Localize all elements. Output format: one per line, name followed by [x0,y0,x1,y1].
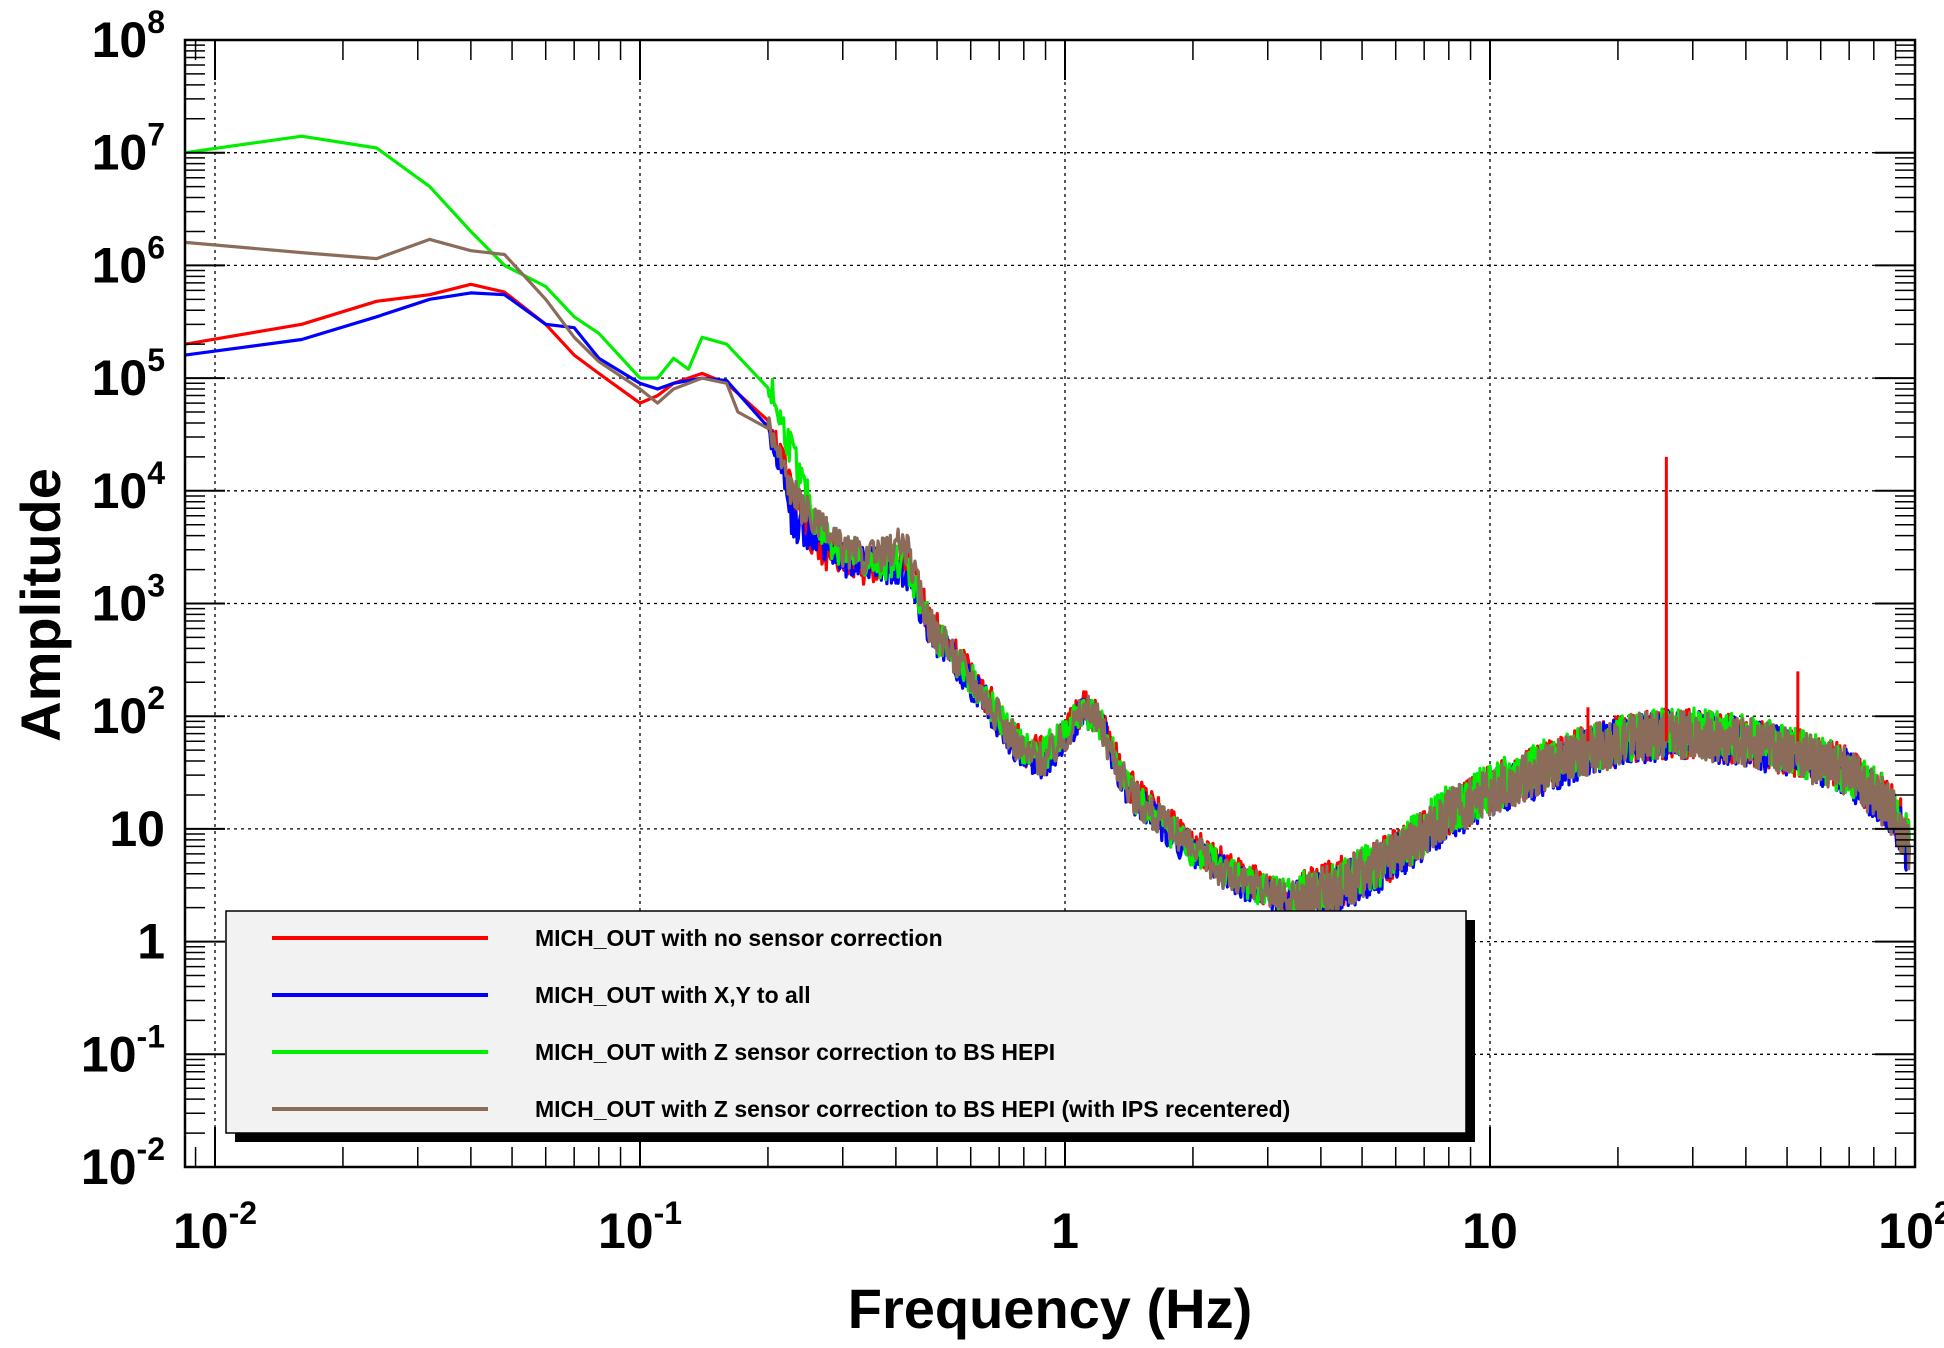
y-tick-label: 102 [92,680,165,744]
legend-label-3: MICH_OUT with Z sensor correction to BS … [535,1039,1055,1065]
y-axis-label: Amplitude [9,468,72,742]
y-tick-label: 106 [92,229,165,293]
series-layer [185,134,1911,929]
legend-label-4: MICH_OUT with Z sensor correction to BS … [535,1096,1290,1122]
x-tick-label: 10 [1462,1203,1518,1259]
legend-label-1: MICH_OUT with no sensor correction [535,925,943,951]
y-tick-label: 10-2 [81,1131,165,1195]
legend: MICH_OUT with no sensor correction MICH_O… [225,910,1475,1142]
series-line-4 [185,237,1911,927]
series-line-1 [185,282,1911,920]
y-tick-label: 10 [109,801,165,857]
x-tick-label: 102 [1878,1195,1944,1259]
x-axis-tick-labels: 10-2 10-1 1 10 102 [173,1195,1944,1259]
y-tick-label: 103 [92,568,165,632]
y-axis-tick-labels: 10-2 10-1 1 10 102 103 104 105 106 107 108 [81,4,165,1195]
x-tick-label: 10-2 [173,1195,257,1259]
x-axis-label: Frequency (Hz) [848,1277,1253,1340]
legend-label-2: MICH_OUT with X,Y to all [535,982,811,1008]
series-line-2 [185,291,1911,929]
y-axis-ticks [185,39,1915,1168]
y-tick-label: 105 [92,342,165,406]
y-tick-label: 107 [92,117,165,181]
legend-box [225,910,1467,1134]
y-tick-label: 10-1 [81,1018,165,1082]
x-tick-label: 10-1 [598,1195,682,1259]
y-tick-label: 108 [92,4,165,68]
y-tick-label: 1 [137,914,165,970]
series-line-3 [185,134,1911,917]
y-tick-label: 104 [92,455,166,519]
x-tick-label: 1 [1051,1203,1079,1259]
